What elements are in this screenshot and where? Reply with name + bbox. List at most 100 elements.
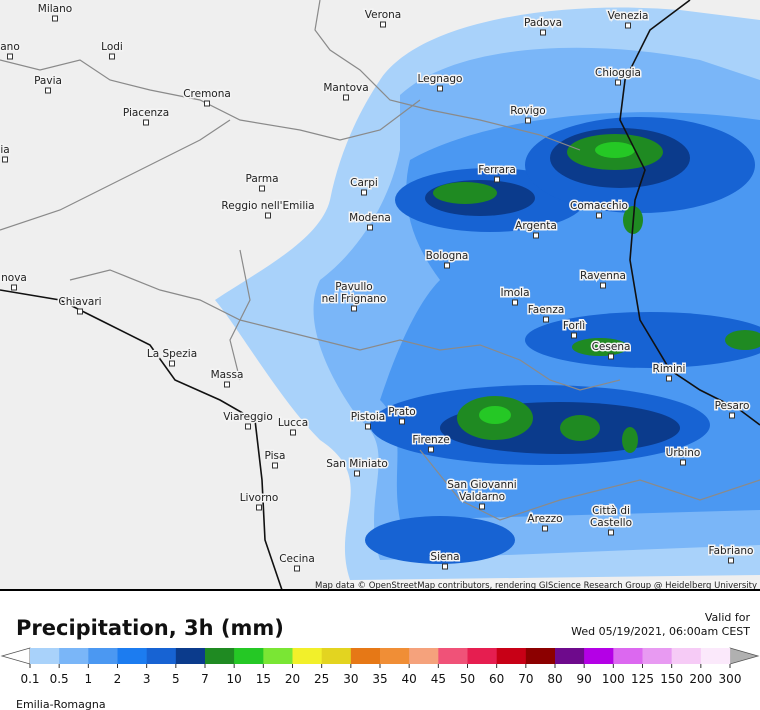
colorbar-label: 1 (85, 672, 93, 686)
city-marker (494, 176, 500, 183)
city-marker (109, 53, 115, 60)
border (314, 0, 581, 151)
city-label: La Spezia (147, 348, 197, 360)
valid-label: Valid for (705, 611, 751, 624)
city-label: Livorno (240, 492, 279, 504)
city-label: Modena (349, 212, 391, 224)
city-label: Urbino (666, 447, 701, 459)
colorbar-segment (292, 648, 322, 664)
city-marker (45, 87, 51, 94)
city-marker (680, 459, 686, 466)
city-marker (666, 375, 672, 382)
colorbar-segment (321, 648, 352, 664)
city-marker (608, 529, 614, 536)
city-label: Parma (245, 173, 278, 185)
city-label: Valdarno (459, 491, 505, 503)
region: Emilia-Romagna (16, 698, 106, 710)
border (69, 269, 621, 391)
city-marker (625, 22, 631, 29)
city-marker (525, 117, 531, 124)
city-labels: Milano Verona Padova Venezia ano Lodi Legnago C… (0, 2, 755, 572)
city-label: Verona (365, 9, 401, 21)
colorbar-under (0, 647, 31, 665)
city-label: Cremona (183, 88, 231, 100)
colorbar-label: 35 (372, 672, 387, 686)
colorbar-label: 150 (660, 672, 683, 686)
colorbar-segment (380, 648, 410, 664)
precip-area (560, 415, 600, 441)
city-label: Mantova (323, 82, 368, 94)
city-label: Argenta (515, 220, 557, 232)
city-label: Castello (590, 517, 632, 529)
colorbar-segment (642, 648, 672, 664)
colorbar-segment (234, 648, 264, 664)
precip-area (595, 142, 635, 158)
precip-area (365, 516, 515, 564)
city-label: nova (1, 272, 27, 284)
precip-area (622, 427, 638, 453)
city-marker (77, 308, 83, 315)
colorbar-segment (700, 648, 731, 664)
city-marker (399, 418, 405, 425)
city-marker (365, 423, 371, 430)
city-marker (533, 232, 539, 239)
border (419, 449, 760, 521)
city-marker (204, 100, 210, 107)
city-marker (571, 332, 577, 339)
city-label: Rimini (653, 363, 686, 375)
colorbar-segment (525, 648, 556, 664)
colorbar-label: 45 (431, 672, 446, 686)
city-label: Faenza (528, 304, 565, 316)
city-marker (479, 503, 485, 510)
city-label: Forlì (563, 320, 585, 332)
city-marker (265, 212, 271, 219)
title: Precipitation, 3h (mm) (16, 616, 284, 640)
colorbar-label: 30 (343, 672, 358, 686)
city-marker (143, 119, 149, 126)
city-label: Cecina (279, 553, 315, 565)
border (0, 119, 231, 231)
city-label: Pisa (265, 450, 286, 462)
colorbar-label: 50 (460, 672, 475, 686)
city-marker (428, 446, 434, 453)
city-label: Piacenza (123, 107, 169, 119)
precip-layer (215, 7, 760, 581)
city-marker (2, 156, 8, 163)
city-label: Milano (38, 3, 72, 15)
city-marker (7, 53, 13, 60)
precip-area (479, 406, 511, 424)
city-marker (729, 412, 735, 419)
city-marker (540, 29, 546, 36)
city-marker (444, 262, 450, 269)
city-marker (169, 360, 175, 367)
city-marker (512, 299, 518, 306)
colorbar-segment (350, 648, 381, 664)
city-label: San Giovanni (447, 479, 516, 491)
city-label: Legnago (418, 73, 463, 85)
colorbar-segment (671, 648, 702, 664)
city-marker (224, 381, 230, 388)
colorbar-segment (117, 648, 147, 664)
colorbar: 0.1 0.5 1 2 3 5 7 10 15 20 25 30 35 40 45 50 60 70 80 90 100… (0, 647, 760, 686)
colorbar-label: 60 (489, 672, 504, 686)
precip-area (572, 338, 628, 356)
colorbar-segment (88, 648, 118, 664)
attribution: Map data © OpenStreetMap contributors, r… (315, 581, 757, 591)
city-marker (437, 85, 443, 92)
colorbar-label: 3 (143, 672, 151, 686)
city-label: ia (0, 144, 9, 156)
city-label: Comacchio (570, 200, 628, 212)
city-label: Arezzo (527, 513, 562, 525)
city-marker (343, 94, 349, 101)
city-label: Lodi (101, 41, 123, 53)
city-label: Massa (211, 369, 244, 381)
city-marker (52, 15, 58, 22)
colorbar-segment (175, 648, 206, 664)
city-label: San Miniato (326, 458, 388, 470)
border (0, 59, 421, 141)
city-label: Fabriano (709, 545, 754, 557)
colorbar-label: 0.1 (20, 672, 39, 686)
colorbar-segment (496, 648, 527, 664)
colorbar-label: 7 (201, 672, 209, 686)
